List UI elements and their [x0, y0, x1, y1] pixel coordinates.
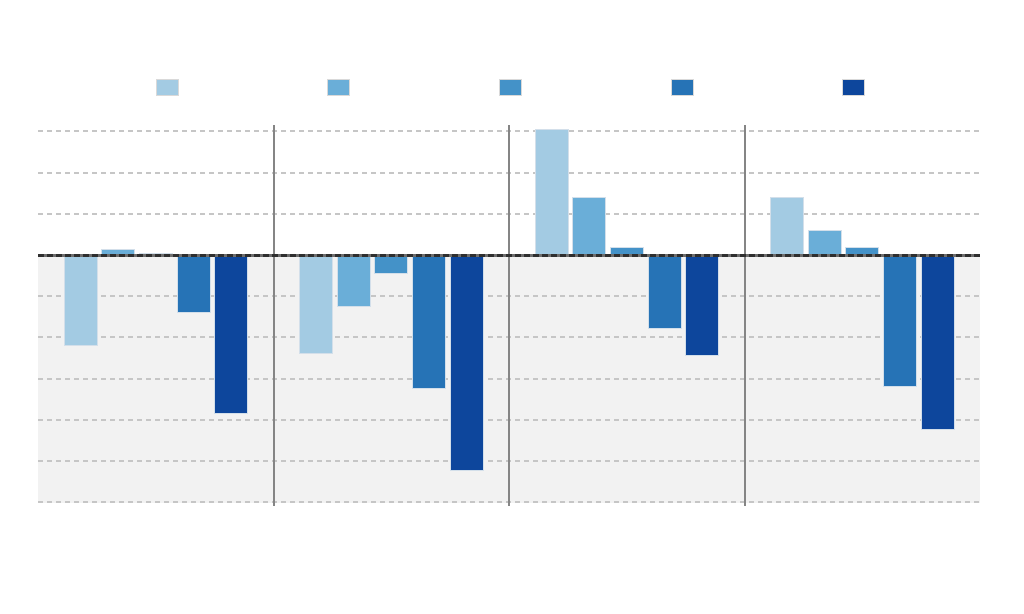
bar-group3-series4 — [647, 255, 682, 330]
bar-group2-series3 — [374, 255, 409, 274]
bar-group3-series2 — [572, 197, 607, 255]
bar-group4-series5 — [920, 255, 955, 431]
bar-group1-series4 — [176, 255, 211, 313]
bar-group2-series5 — [449, 255, 484, 472]
bar-group2-series1 — [299, 255, 333, 354]
legend-swatch-series-2 — [327, 79, 351, 96]
bar-group2-series2 — [336, 255, 371, 307]
bar-group4-series1 — [770, 197, 804, 255]
bar-group3-series1 — [534, 129, 569, 255]
bar-group4-series2 — [807, 230, 842, 255]
bar-group4-series4 — [883, 255, 918, 387]
group-separator-2 — [508, 125, 510, 506]
group-separator-3 — [743, 125, 746, 506]
bar-group1-series5 — [214, 255, 249, 414]
bar-group2-series4 — [412, 255, 447, 389]
legend-swatch-series-4 — [670, 79, 694, 96]
legend-swatch-series-3 — [498, 79, 522, 96]
legend-swatch-series-5 — [842, 79, 866, 96]
group-separator-1 — [272, 125, 275, 506]
bar-group3-series5 — [685, 255, 720, 356]
zero-baseline — [38, 253, 980, 257]
legend-swatch-series-1 — [155, 79, 179, 96]
bar-group1-series1 — [63, 255, 98, 346]
